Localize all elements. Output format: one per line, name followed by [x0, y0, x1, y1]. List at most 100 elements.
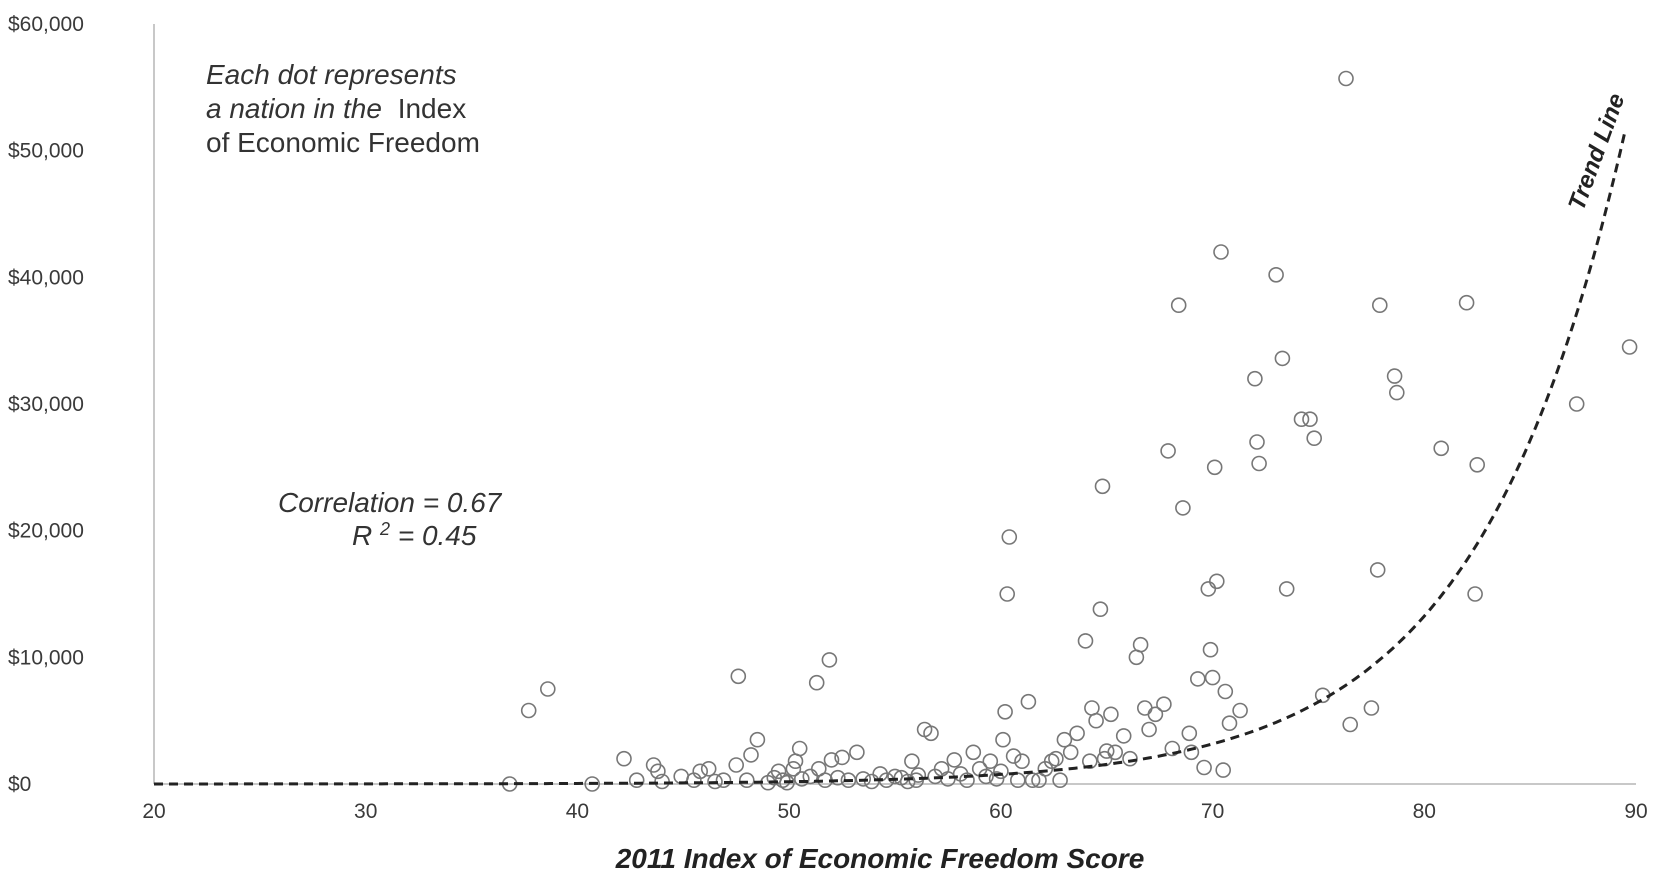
- data-point: [1190, 671, 1206, 687]
- data-point: [539, 681, 556, 697]
- data-point: [1306, 430, 1322, 447]
- data-point: [982, 753, 999, 770]
- data-point: [1062, 744, 1079, 761]
- data-point: [1204, 669, 1221, 686]
- data-point: [946, 752, 963, 768]
- data-point: [1001, 529, 1018, 545]
- data-point: [834, 749, 850, 766]
- annotation-line-3: of Economic Freedom: [206, 127, 480, 158]
- data-point: [1200, 581, 1217, 597]
- data-point: [1621, 339, 1638, 355]
- data-point: [1372, 297, 1388, 314]
- data-point: [1202, 641, 1219, 658]
- data-point: [1342, 716, 1358, 733]
- data-point: [1103, 706, 1119, 723]
- data-point: [1098, 743, 1115, 759]
- data-point: [1209, 573, 1225, 590]
- data-point: [1251, 455, 1267, 472]
- data-point: [673, 768, 690, 785]
- x-tick-label: 80: [1413, 800, 1436, 823]
- data-point: [1048, 750, 1064, 767]
- data-point: [959, 772, 975, 789]
- data-point: [1369, 562, 1386, 578]
- data-point: [1170, 297, 1187, 314]
- data-point: [1196, 759, 1212, 776]
- data-point: [808, 674, 825, 691]
- data-point: [1005, 748, 1022, 764]
- data-point: [743, 747, 759, 763]
- data-point: [1206, 459, 1223, 476]
- data-point: [520, 702, 537, 719]
- data-point: [1278, 581, 1295, 597]
- y-tick-label: $30,000: [8, 393, 84, 416]
- data-point: [730, 668, 747, 685]
- data-point: [1181, 725, 1198, 742]
- data-point: [1115, 728, 1132, 744]
- data-point: [1215, 762, 1231, 778]
- data-point: [1386, 368, 1403, 384]
- data-point: [840, 772, 857, 789]
- data-point: [1092, 601, 1109, 618]
- data-point: [855, 771, 872, 787]
- data-point: [823, 752, 840, 768]
- data-point: [700, 760, 717, 777]
- x-tick-label: 30: [354, 800, 377, 823]
- data-point: [628, 772, 645, 789]
- data-points: [501, 70, 1638, 792]
- data-point: [793, 771, 810, 787]
- data-point: [1433, 440, 1449, 457]
- data-point: [997, 703, 1013, 720]
- data-point: [1247, 370, 1263, 387]
- r-squared-exponent: 2: [379, 519, 390, 539]
- data-point: [821, 652, 838, 668]
- data-point: [785, 760, 802, 777]
- data-point: [1020, 693, 1037, 710]
- data-point: [1363, 700, 1380, 716]
- y-tick-label: $20,000: [8, 520, 84, 543]
- data-point: [1268, 266, 1284, 283]
- data-point: [1467, 586, 1483, 602]
- y-tick-label: $40,000: [8, 266, 84, 289]
- data-point: [995, 731, 1011, 748]
- data-point: [1122, 750, 1138, 767]
- data-point: [787, 753, 804, 770]
- data-point: [1132, 636, 1149, 653]
- data-point: [1156, 696, 1172, 713]
- y-tick-labels: $0 $10,000 $20,000 $30,000 $40,000 $50,000 $60…: [8, 13, 84, 796]
- y-tick-label: $10,000: [8, 646, 84, 669]
- data-point: [1069, 725, 1085, 742]
- data-point: [1094, 478, 1111, 495]
- x-tick-labels: 20 30 40 50 60 70 80 90: [142, 800, 1647, 823]
- data-point: [1213, 244, 1229, 260]
- x-tick-label: 50: [777, 800, 800, 823]
- data-point: [707, 773, 723, 790]
- data-point: [849, 744, 865, 761]
- y-tick-label: $50,000: [8, 140, 84, 163]
- data-point: [1389, 384, 1405, 401]
- data-point: [904, 753, 920, 770]
- r-squared-prefix: R: [352, 520, 372, 551]
- data-point: [999, 586, 1016, 602]
- data-point: [1009, 772, 1026, 789]
- trend-line: [154, 129, 1627, 786]
- data-point: [1175, 500, 1191, 516]
- data-point: [770, 763, 787, 780]
- data-point: [1082, 753, 1098, 770]
- data-point: [584, 776, 601, 792]
- data-point: [988, 771, 1005, 787]
- x-axis-label: 2011 Index of Economic Freedom Score: [615, 843, 1145, 874]
- data-point: [1147, 706, 1164, 723]
- x-tick-label: 90: [1624, 800, 1647, 823]
- r-squared-value: = 0.45: [398, 520, 477, 551]
- annotation-line-1: Each dot represents: [206, 59, 457, 90]
- data-point: [1052, 772, 1068, 789]
- data-point: [1338, 70, 1354, 87]
- data-point: [1014, 753, 1030, 770]
- data-point: [1137, 700, 1153, 716]
- data-point: [1164, 740, 1181, 757]
- data-point: [692, 763, 709, 780]
- data-point: [650, 763, 666, 780]
- data-point: [1302, 411, 1318, 428]
- x-tick-label: 40: [566, 800, 589, 823]
